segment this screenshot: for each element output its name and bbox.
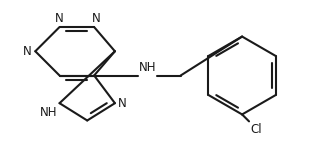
Text: N: N [23,45,32,58]
Text: N: N [55,12,64,25]
Text: Cl: Cl [251,123,262,136]
Text: N: N [118,97,127,110]
Text: NH: NH [40,106,58,119]
Text: N: N [92,12,100,25]
Text: NH: NH [139,61,157,74]
